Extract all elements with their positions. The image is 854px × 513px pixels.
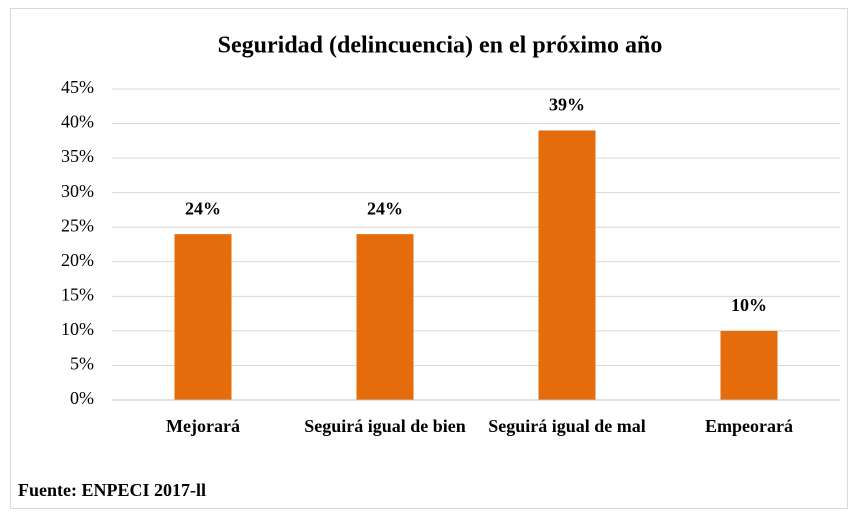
y-tick-label: 40% (61, 112, 94, 132)
x-tick-label: Seguirá igual de mal (488, 416, 646, 436)
y-tick-label: 15% (61, 284, 94, 304)
bar (174, 234, 232, 400)
y-tick-label: 5% (70, 354, 94, 374)
bar (538, 130, 596, 400)
data-label: 39% (549, 95, 585, 115)
x-tick-label: Seguirá igual de bien (304, 416, 466, 436)
y-tick-label: 0% (70, 388, 94, 408)
source-note: Fuente: ENPECI 2017-ll (18, 480, 206, 500)
data-label: 24% (367, 198, 403, 218)
x-tick-label: Empeorará (705, 416, 793, 436)
y-tick-label: 35% (61, 146, 94, 166)
bar (356, 234, 414, 400)
y-tick-label: 45% (61, 77, 94, 97)
bar (720, 330, 778, 400)
y-tick-label: 20% (61, 250, 94, 270)
chart-title: Seguridad (delincuencia) en el próximo a… (218, 33, 663, 59)
y-tick-label: 25% (61, 215, 94, 235)
chart-border (10, 8, 848, 509)
y-tick-label: 10% (61, 319, 94, 339)
data-label: 10% (731, 295, 767, 315)
y-tick-label: 30% (61, 181, 94, 201)
x-tick-label: Mejorará (166, 416, 240, 436)
data-label: 24% (185, 198, 221, 218)
